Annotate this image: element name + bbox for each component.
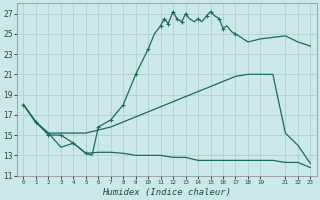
- X-axis label: Humidex (Indice chaleur): Humidex (Indice chaleur): [102, 188, 231, 197]
